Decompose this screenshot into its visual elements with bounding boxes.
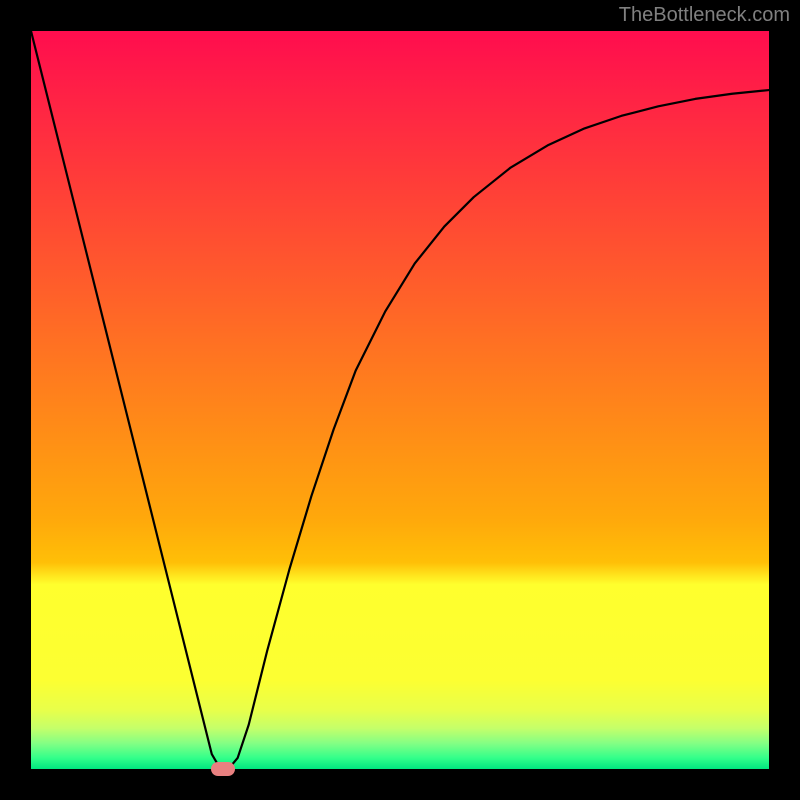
watermark-text: TheBottleneck.com — [619, 4, 790, 27]
optimal-point-marker — [211, 762, 235, 776]
bottleneck-curve — [31, 31, 769, 769]
plot-area — [31, 31, 769, 769]
chart-container: TheBottleneck.com — [0, 0, 800, 800]
